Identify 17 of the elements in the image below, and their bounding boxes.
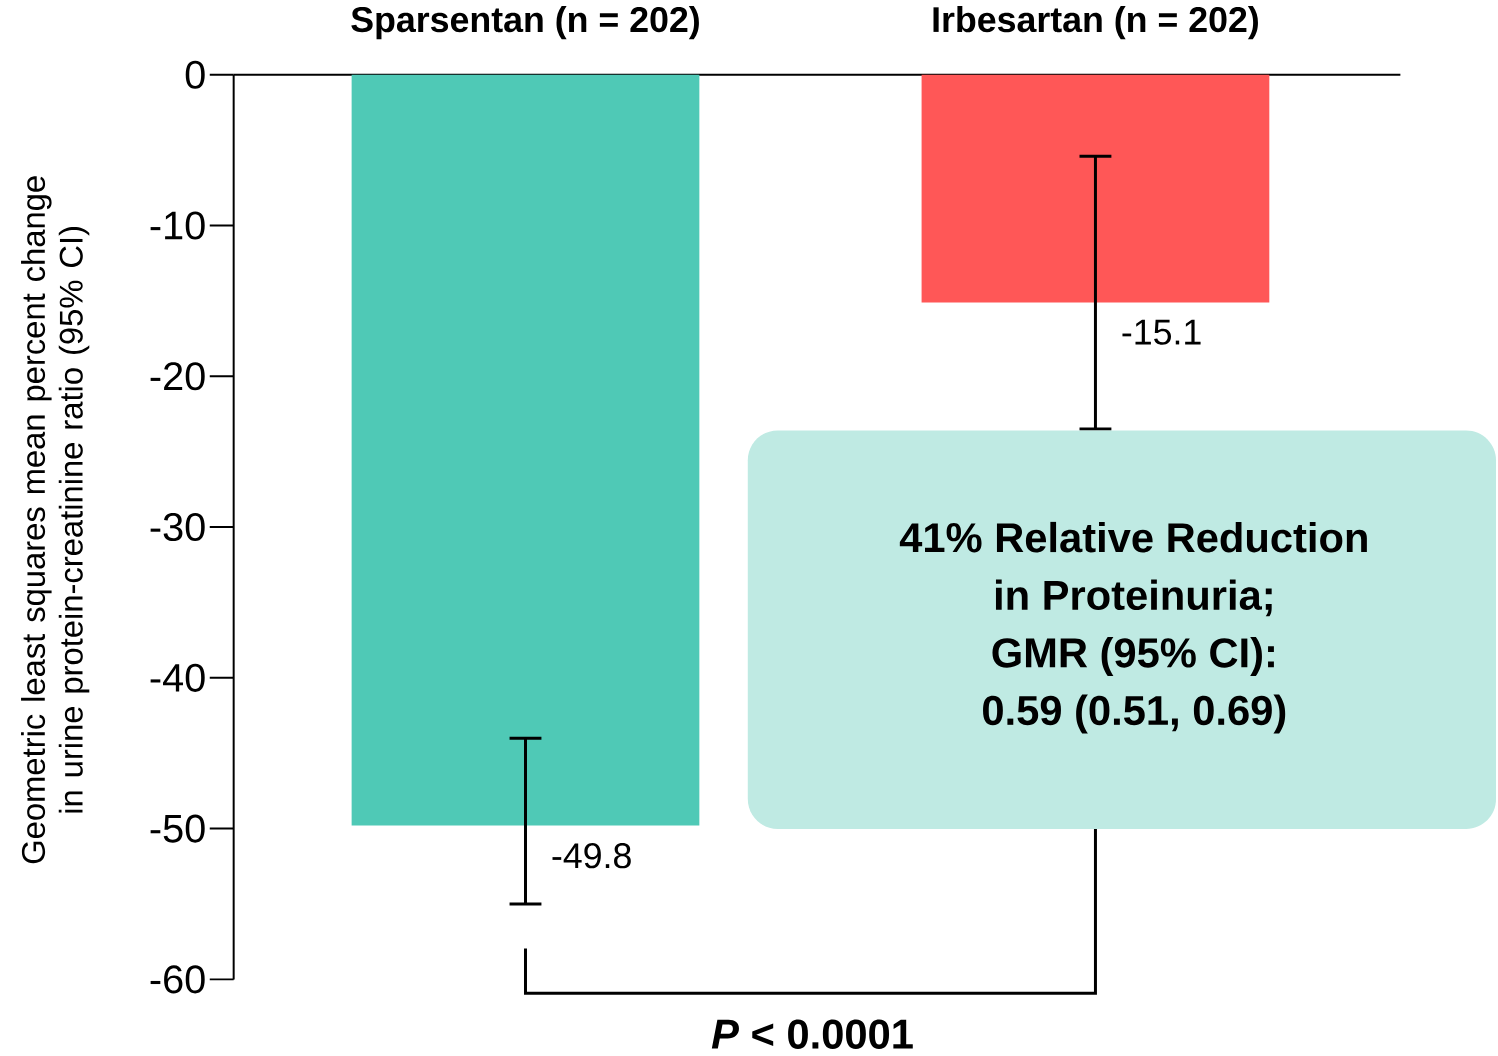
annotation: in Proteinuria; <box>995 579 1272 617</box>
text: P < 0.0001 <box>711 1019 913 1049</box>
y-axis-title: Geometric least squares mean percent change in urine protein-creatinine ratio (95% CI) <box>21 176 90 864</box>
x-tick-label: Irbesartan (n = 202) <box>933 5 1258 40</box>
annotation: GMR (95% CI): <box>992 636 1274 676</box>
annotation: 0.59 (0.51, 0.69) <box>983 694 1286 734</box>
y-tick-label: -40 <box>150 663 205 692</box>
annotation: 41% Relative Reduction <box>899 521 1367 553</box>
y-tick-label: -20 <box>150 362 205 391</box>
x-tick-label: Sparsentan (n = 202) <box>351 5 699 40</box>
data-label: -49.8 <box>552 843 631 869</box>
y-tick-label: -60 <box>150 965 205 994</box>
y-tick-label: -30 <box>150 512 205 542</box>
y-tick-label: 0 <box>185 60 205 89</box>
y-tick-label: -10 <box>150 211 205 240</box>
y-tick-label: -50 <box>150 814 205 843</box>
data-label: -15.1 <box>1122 319 1201 345</box>
